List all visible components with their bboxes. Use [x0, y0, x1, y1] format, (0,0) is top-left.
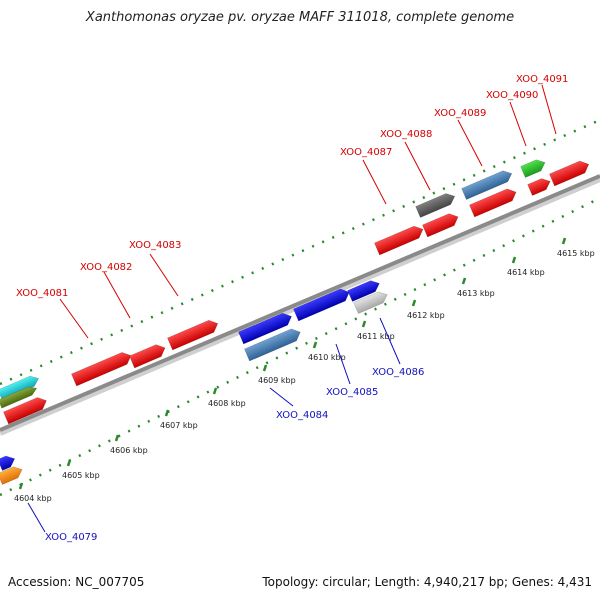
gene-arrow[interactable]	[71, 350, 133, 387]
gene-arrow[interactable]	[238, 310, 294, 345]
gene-label[interactable]: XOO_4086	[372, 367, 424, 378]
scale-label: 4605 kbp	[62, 471, 100, 480]
gene-leader-line	[27, 502, 46, 533]
major-tick	[164, 409, 170, 417]
gene-arrow[interactable]	[0, 384, 39, 409]
gene-label[interactable]: XOO_4079	[45, 532, 97, 543]
gene-label[interactable]: XOO_4083	[129, 240, 181, 251]
major-tick	[212, 387, 218, 395]
gene-leader-line	[59, 298, 89, 339]
gene-arrow[interactable]	[415, 191, 457, 218]
gene-leader-line	[335, 343, 351, 385]
gene-arrow[interactable]	[3, 395, 49, 425]
scale-label: 4612 kbp	[407, 311, 445, 320]
major-tick	[411, 299, 417, 307]
major-tick	[561, 237, 567, 245]
genome-summary-text: Topology: circular; Length: 4,940,217 bp…	[262, 575, 592, 589]
major-tick	[312, 341, 318, 349]
gene-leader-line	[509, 101, 527, 147]
gene-arrow[interactable]	[0, 464, 24, 485]
major-tick	[461, 277, 467, 285]
gene-arrow[interactable]	[549, 158, 591, 187]
gene-label[interactable]: XOO_4082	[80, 262, 132, 273]
gene-leader-line	[541, 84, 557, 135]
gene-arrow[interactable]	[520, 157, 548, 178]
gene-arrow[interactable]	[422, 211, 460, 238]
gene-arrow[interactable]	[527, 176, 553, 196]
scale-label: 4604 kbp	[14, 494, 52, 503]
gene-arrow[interactable]	[469, 186, 518, 218]
gene-leader-line	[379, 317, 401, 365]
gene-label[interactable]: XOO_4091	[516, 74, 568, 85]
gene-arrow[interactable]	[244, 326, 302, 362]
gene-label[interactable]: XOO_4087	[340, 147, 392, 158]
major-tick	[18, 482, 24, 490]
genome-title: Xanthomonas oryzae pv. oryzae MAFF 31101…	[85, 10, 515, 25]
scale-label: 4609 kbp	[258, 376, 296, 385]
major-tick	[66, 459, 72, 467]
scale-label: 4608 kbp	[208, 399, 246, 408]
gene-arrow[interactable]	[0, 453, 17, 471]
gene-label[interactable]: XOO_4090	[486, 90, 538, 101]
accession-text: Accession: NC_007705	[8, 575, 145, 589]
genome-axis-shadow	[0, 176, 600, 436]
gene-label[interactable]: XOO_4085	[326, 387, 378, 398]
major-tick	[511, 256, 517, 264]
scale-label: 4607 kbp	[160, 421, 198, 430]
gene-leader-line	[149, 253, 179, 297]
gene-arrow[interactable]	[0, 373, 41, 401]
gene-leader-line	[269, 387, 294, 407]
gene-label[interactable]: XOO_4088	[380, 129, 432, 140]
scale-label: 4610 kbp	[308, 353, 346, 362]
gene-arrow[interactable]	[129, 342, 167, 369]
gene-arrow[interactable]	[374, 223, 425, 256]
gene-arrow[interactable]	[293, 286, 351, 322]
gene-leader-line	[362, 159, 387, 205]
major-tick	[361, 320, 367, 328]
gene-leader-line	[457, 119, 483, 167]
reverse-strand-ticks	[0, 196, 600, 497]
scale-label: 4611 kbp	[357, 332, 395, 341]
gene-label[interactable]: XOO_4084	[276, 410, 328, 421]
scale-label: 4614 kbp	[507, 268, 545, 277]
gene-arrow[interactable]	[353, 289, 390, 314]
gene-arrow[interactable]	[167, 318, 220, 351]
gene-label[interactable]: XOO_4089	[434, 108, 486, 119]
gene-leader-line	[404, 141, 431, 191]
scale-label: 4615 kbp	[557, 249, 595, 258]
forward-strand-ticks	[0, 118, 600, 386]
gene-arrow[interactable]	[347, 278, 382, 302]
major-tick	[114, 434, 120, 442]
genome-axis	[0, 174, 600, 432]
scale-label: 4613 kbp	[457, 289, 495, 298]
gene-label[interactable]: XOO_4081	[16, 288, 68, 299]
gene-leader-line	[103, 271, 131, 319]
gene-arrow[interactable]	[461, 168, 515, 200]
scale-label: 4606 kbp	[110, 446, 148, 455]
major-tick	[262, 364, 268, 372]
